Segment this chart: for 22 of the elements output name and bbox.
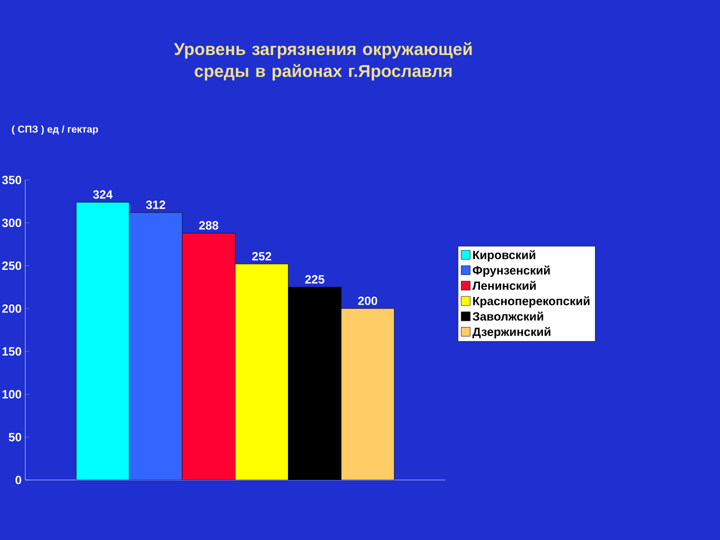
- y-tick-label: 100: [2, 390, 22, 398]
- y-tick-label: 0: [16, 476, 22, 484]
- y-tick-label: 250: [2, 261, 22, 270]
- data-label: 252: [252, 252, 272, 260]
- chart-title: Уровень загрязнения окружающей среды в районах г.Ярославля: [174, 42, 472, 80]
- data-label: 312: [146, 200, 166, 210]
- data-label: 225: [305, 275, 324, 284]
- y-tick-label: 50: [8, 432, 22, 442]
- legend-label: Ленинский: [472, 280, 536, 290]
- y-axis-title: ( СПЗ ) ед / гектар: [12, 125, 98, 135]
- y-tick-label: 350: [2, 176, 22, 184]
- data-label: 324: [93, 190, 113, 199]
- y-tick-label: 200: [2, 304, 22, 313]
- data-label: 200: [358, 296, 378, 306]
- data-label: 288: [199, 221, 218, 230]
- legend-label: Заволжский: [472, 312, 544, 321]
- legend-label: Кировский: [473, 250, 536, 262]
- legend-label: Красноперекопский: [473, 296, 590, 308]
- y-tick-label: 300: [2, 218, 22, 228]
- y-tick-label: 150: [2, 347, 22, 356]
- legend-label: Дзержинский: [472, 327, 550, 338]
- legend-label: Фрунзенский: [472, 266, 550, 277]
